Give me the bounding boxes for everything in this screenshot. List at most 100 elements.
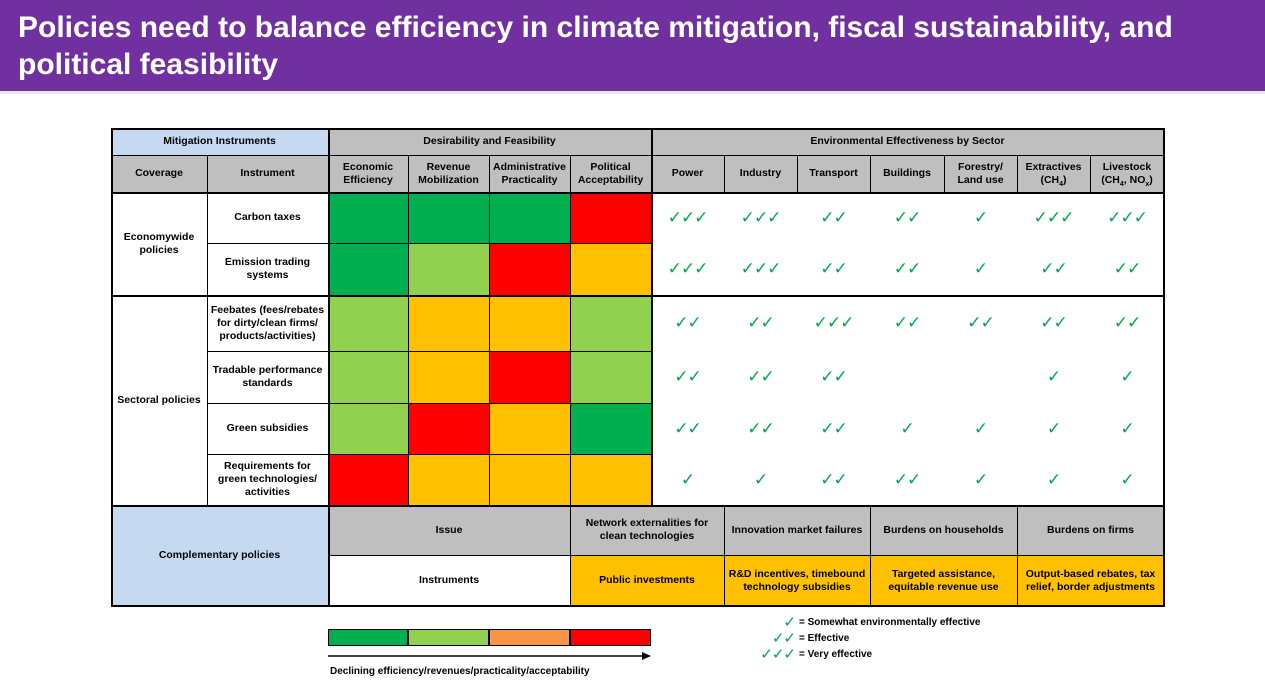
- header-transport: Transport: [797, 155, 870, 192]
- legend-check-2-icon: ✓✓: [771, 629, 796, 647]
- effectiveness-check-icon: ✓✓✓: [667, 207, 709, 228]
- effectiveness-check-icon: ✓✓: [893, 469, 922, 490]
- rating-cell-light-green: [570, 351, 651, 403]
- header-mitigation-instruments: Mitigation Instruments: [111, 128, 328, 155]
- rating-cell-dark-green: [489, 192, 570, 243]
- grid-v: [1017, 505, 1018, 606]
- legend-swatch-dark-green: [328, 629, 408, 646]
- rating-cell-red: [328, 454, 408, 505]
- rating-cell-dark-green: [408, 192, 489, 243]
- effectiveness-check-icon: ✓✓: [893, 313, 922, 333]
- grid-v: [328, 128, 330, 606]
- effectiveness-check-icon: ✓: [973, 207, 988, 228]
- effectiveness-check-icon: ✓✓: [820, 207, 848, 228]
- complementary-issue: Network externalities for clean technolo…: [570, 505, 724, 555]
- legend-swatch-red: [570, 629, 651, 646]
- rating-cell-amber: [489, 295, 570, 351]
- table-border-top: [111, 128, 1164, 130]
- effectiveness-check-icon: ✓✓: [820, 469, 848, 490]
- rating-cell-light-green: [328, 403, 408, 454]
- grid-h: [207, 243, 651, 244]
- grid-v: [570, 505, 571, 606]
- complementary-instrument: Public investments: [570, 555, 724, 606]
- effectiveness-check-icon: ✓✓✓: [667, 259, 709, 279]
- header-economic-efficiency: Economic Efficiency: [328, 155, 408, 192]
- grid-h: [111, 155, 1164, 156]
- effectiveness-check-icon: ✓✓✓: [1107, 207, 1148, 228]
- header-administrative-practicality: Administrative Practicality: [489, 155, 570, 192]
- header-desirability-feasibility: Desirability and Feasibility: [328, 128, 651, 155]
- legend-swatch-orange: [489, 629, 570, 646]
- effectiveness-check-icon: ✓: [900, 418, 914, 439]
- grid-v: [1017, 155, 1018, 192]
- rating-cell-light-green: [570, 295, 651, 351]
- complementary-issue: Innovation market failures: [724, 505, 870, 555]
- effectiveness-check-icon: ✓✓: [1113, 313, 1142, 333]
- title-banner: Policies need to balance efficiency in c…: [0, 0, 1265, 91]
- grid-v: [207, 155, 208, 505]
- effectiveness-check-icon: ✓✓: [1040, 313, 1068, 333]
- legend-text-2: = Effective: [799, 633, 850, 644]
- legend-check-1-icon: ✓: [783, 613, 796, 631]
- effectiveness-check-icon: ✓✓: [1040, 259, 1068, 279]
- complementary-issue: Burdens on firms: [1017, 505, 1164, 555]
- rating-cell-light-green: [408, 243, 489, 295]
- legend-arrow-caption: Declining efficiency/revenues/practicali…: [330, 666, 590, 677]
- rating-cell-amber: [489, 403, 570, 454]
- header-extractives-label: Extractives: [1025, 160, 1082, 173]
- rating-cell-amber: [489, 454, 570, 505]
- complementary-policies-label: Complementary policies: [111, 505, 328, 606]
- grid-v: [944, 155, 945, 192]
- instruments-label: Instruments: [418, 574, 480, 586]
- header-revenue-mobilization: Revenue Mobilization: [408, 155, 489, 192]
- effectiveness-check-icon: ✓✓: [820, 418, 848, 439]
- instrument-label: Carbon taxes: [234, 211, 301, 223]
- complementary-instrument: Targeted assistance, equitable revenue u…: [870, 555, 1017, 606]
- effectiveness-check-icon: ✓✓: [820, 259, 848, 279]
- effectiveness-check-icon: ✓: [1120, 418, 1134, 439]
- complementary-instrument: Output-based rebates, tax relief, border…: [1017, 555, 1164, 606]
- grid-v: [870, 155, 871, 192]
- rating-cell-amber: [570, 243, 651, 295]
- effectiveness-check-icon: ✓: [680, 469, 695, 490]
- effectiveness-check-icon: ✓: [973, 418, 988, 439]
- title-underline: [0, 91, 1265, 94]
- effectiveness-check-icon: [944, 351, 1017, 403]
- effectiveness-check-icon: ✓✓: [820, 367, 848, 387]
- effectiveness-check-icon: ✓✓: [674, 313, 702, 333]
- header-industry: Industry: [724, 155, 797, 192]
- effectiveness-check-icon: ✓✓: [747, 367, 775, 387]
- effectiveness-check-icon: ✓: [1120, 469, 1134, 490]
- effectiveness-check-icon: ✓✓✓: [740, 207, 782, 228]
- rating-cell-red: [489, 243, 570, 295]
- grid-v: [489, 155, 490, 505]
- header-coverage: Coverage: [111, 155, 207, 192]
- effectiveness-check-icon: ✓: [1120, 367, 1134, 387]
- grid-v: [724, 505, 725, 606]
- header-livestock-unit: (CH4, NOx): [1101, 173, 1153, 188]
- instrument-label: Requirements for green technologies/ act…: [217, 460, 318, 498]
- grid-v: [408, 155, 409, 505]
- declining-arrow-icon: [328, 652, 651, 660]
- complementary-instrument: R&D incentives, timebound technology sub…: [724, 555, 870, 606]
- instrument-label: Tradable performance standards: [212, 364, 323, 389]
- header-power: Power: [651, 155, 724, 192]
- grid-h: [207, 351, 651, 352]
- instrument-label: Green subsidies: [226, 422, 309, 434]
- effectiveness-check-icon: ✓: [973, 469, 988, 490]
- header-instrument: Instrument: [207, 155, 328, 192]
- grid-v: [651, 128, 653, 505]
- coverage-sectoral: Sectoral policies: [117, 393, 201, 406]
- header-buildings: Buildings: [870, 155, 944, 192]
- grid-v: [870, 505, 871, 606]
- effectiveness-check-icon: ✓✓: [747, 418, 775, 439]
- effectiveness-check-icon: ✓✓: [893, 207, 922, 228]
- page-title: Policies need to balance efficiency in c…: [18, 11, 1173, 81]
- header-env-effectiveness: Environmental Effectiveness by Sector: [651, 128, 1164, 155]
- effectiveness-check-icon: ✓✓: [674, 418, 702, 439]
- grid-h: [111, 505, 1164, 507]
- effectiveness-check-icon: ✓✓: [1113, 259, 1142, 279]
- instrument-label: Emission trading systems: [224, 256, 311, 281]
- effectiveness-check-icon: ✓✓✓: [813, 313, 855, 333]
- rating-cell-light-green: [328, 295, 408, 351]
